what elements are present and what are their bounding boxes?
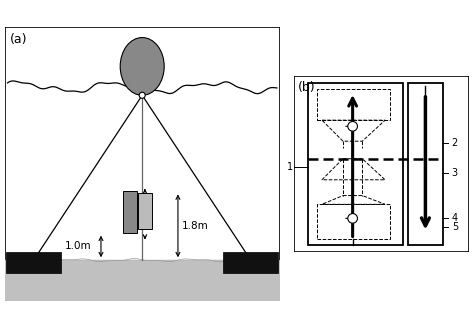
Bar [123, 192, 137, 233]
Text: (b): (b) [297, 81, 315, 94]
Bar [223, 252, 278, 273]
Text: 3: 3 [452, 168, 458, 178]
Text: 2: 2 [452, 138, 458, 148]
Ellipse shape [348, 121, 357, 131]
Bar [408, 83, 443, 245]
Bar [317, 89, 390, 120]
Bar [308, 83, 402, 245]
Text: 5: 5 [452, 222, 458, 232]
Bar [317, 204, 390, 239]
Text: 1: 1 [287, 162, 293, 172]
Text: 1.8m: 1.8m [182, 221, 209, 231]
Text: 1.0m: 1.0m [65, 241, 92, 252]
Bar [138, 193, 152, 229]
Ellipse shape [120, 37, 164, 95]
Bar [6, 252, 61, 273]
Ellipse shape [348, 214, 357, 223]
Text: (a): (a) [10, 33, 28, 47]
Text: 4: 4 [452, 214, 458, 223]
Ellipse shape [139, 92, 145, 98]
Polygon shape [5, 260, 280, 301]
